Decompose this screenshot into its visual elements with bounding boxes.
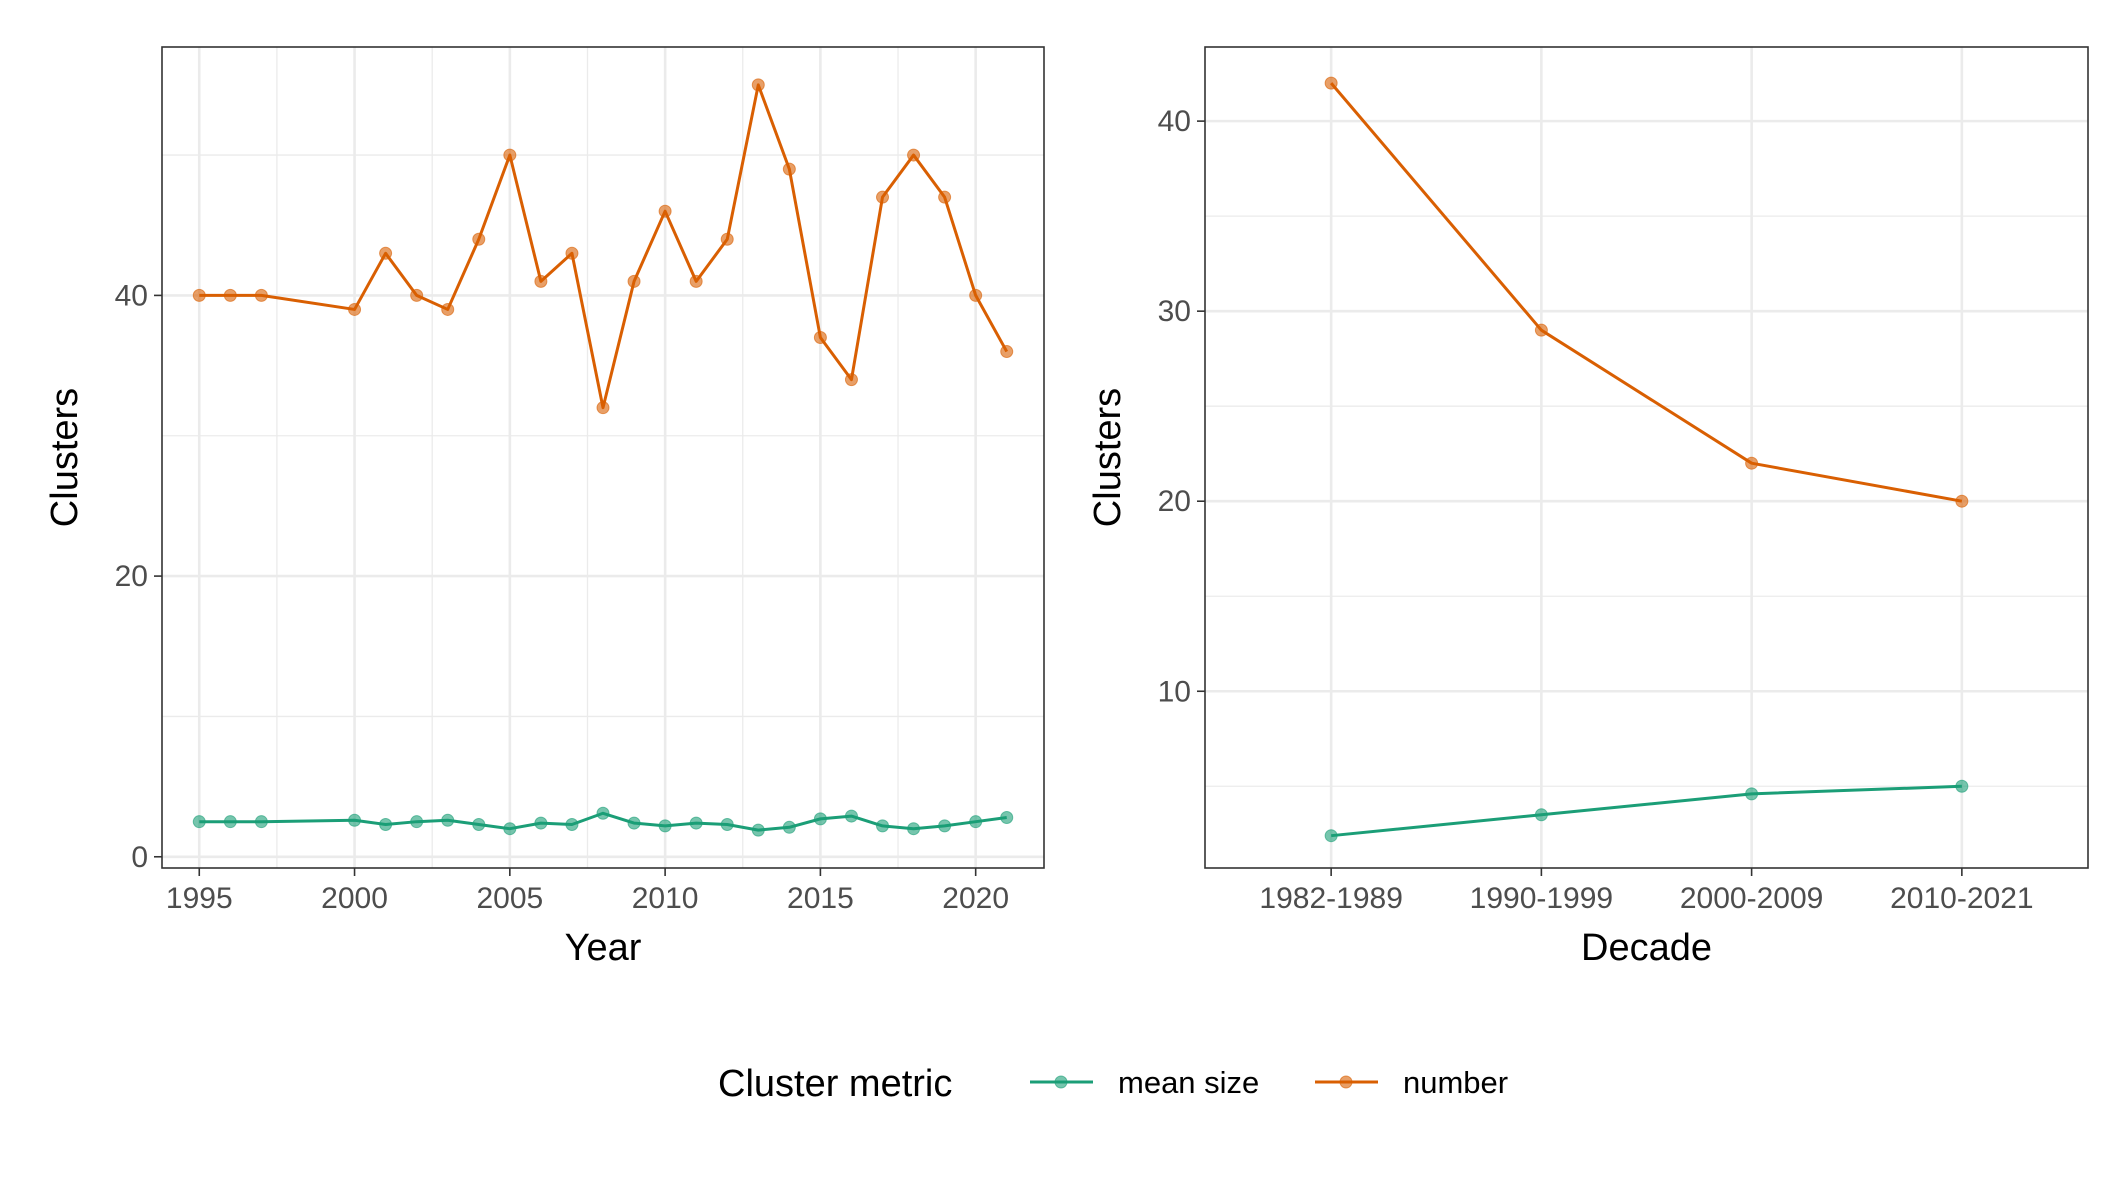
year-panel-point-mean-size [379, 817, 393, 831]
year-panel-point-number [720, 232, 734, 246]
year-panel-point-number [876, 190, 890, 204]
year-panel-point-mean-size [565, 817, 579, 831]
legend-key-number-point [1339, 1075, 1353, 1089]
decade-panel-point-number [1955, 494, 1969, 508]
legend-item-number: number [1315, 1065, 1508, 1100]
year-panel-point-number [503, 148, 517, 162]
decade-panel-y-tick-label: 20 [1158, 485, 1191, 518]
decade-panel-point-number [1745, 456, 1759, 470]
legend-item-mean-size: mean size [1030, 1065, 1259, 1100]
year-panel-point-mean-size [782, 820, 796, 834]
year-panel-point-number [441, 302, 455, 316]
year-panel-border [161, 46, 1045, 869]
year-panel-point-number [938, 190, 952, 204]
year-panel-point-mean-size [534, 816, 548, 830]
year-panel-point-number [907, 148, 921, 162]
year-panel-point-mean-size [472, 817, 486, 831]
year-panel-y-tick-label: 40 [115, 279, 148, 312]
year-panel-x-axis-title: Year [565, 927, 642, 969]
year-panel-point-number [534, 274, 548, 288]
decade-panel-y-tick-label: 30 [1158, 295, 1191, 328]
year-panel-point-number [658, 204, 672, 218]
year-panel-point-number [813, 331, 827, 345]
year-panel-point-mean-size [348, 813, 362, 827]
year-panel-point-number [565, 246, 579, 260]
year-panel-point-mean-size [751, 823, 765, 837]
year-panel-x-tick-label: 2020 [942, 882, 1009, 915]
year-panel-point-number [844, 373, 858, 387]
decade-panel-point-mean-size [1745, 787, 1759, 801]
year-panel-point-mean-size [876, 819, 890, 833]
decade-panel-point-mean-size [1534, 808, 1548, 822]
year-panel-point-mean-size [720, 817, 734, 831]
year-panel-point-number [627, 274, 641, 288]
year-panel-point-mean-size [969, 815, 983, 829]
year-panel-point-mean-size [441, 813, 455, 827]
year-panel-point-number [223, 288, 237, 302]
year-panel-point-mean-size [813, 812, 827, 826]
decade-panel-point-mean-size [1324, 829, 1338, 843]
year-panel-point-mean-size [410, 815, 424, 829]
decade-panel-point-number [1324, 76, 1338, 90]
year-panel-point-mean-size [689, 816, 703, 830]
year-panel-point-number [348, 302, 362, 316]
decade-panel-x-axis-title: Decade [1581, 927, 1712, 969]
year-panel-x-tick-label: 2015 [787, 882, 854, 915]
year-panel-background [162, 47, 1044, 868]
year-panel-y-axis-title: Clusters [44, 388, 86, 527]
year-panel-point-number [782, 162, 796, 176]
decade-panel-x-tick-label: 1990-1999 [1470, 882, 1613, 915]
decade-panel-x-tick-label: 2000-2009 [1680, 882, 1823, 915]
year-panel-point-number [254, 288, 268, 302]
year-panel-x-tick-label: 2005 [476, 882, 543, 915]
year-panel-point-mean-size [1000, 810, 1014, 824]
year-panel-point-mean-size [938, 819, 952, 833]
year-panel-x-tick-label: 2000 [321, 882, 388, 915]
decade-panel-point-mean-size [1955, 779, 1969, 793]
decade-panel-y-tick-label: 10 [1158, 675, 1191, 708]
decade-panel-x-tick-label: 2010-2021 [1890, 882, 2033, 915]
decade-panel-border [1204, 46, 2089, 869]
legend-key-mean-size-point [1054, 1075, 1068, 1089]
year-panel-point-mean-size [503, 822, 517, 836]
year-panel-point-number [1000, 345, 1014, 359]
decade-panel-line-number [1329, 82, 1963, 503]
year-panel-point-mean-size [192, 815, 206, 829]
year-panel-x-tick-label: 2010 [632, 882, 699, 915]
year-panel-point-number [969, 288, 983, 302]
year-panel-point-mean-size [907, 822, 921, 836]
decade-panel-y-axis-title: Clusters [1087, 388, 1129, 527]
year-panel-y-tick-label: 0 [131, 841, 148, 874]
decade-panel-x-tick-label: 1982-1989 [1259, 882, 1402, 915]
year-panel-point-number [410, 288, 424, 302]
year-panel: 0 20 40 1995 2000 2005 2010 2015 2020 Year Cluster… [44, 46, 1045, 969]
legend-label-mean-size: mean size [1118, 1065, 1259, 1100]
year-panel-point-number [751, 78, 765, 92]
year-panel-point-mean-size [627, 816, 641, 830]
year-panel-point-mean-size [223, 815, 237, 829]
year-panel-x-tick-label: 1995 [166, 882, 233, 915]
year-panel-point-number [596, 401, 610, 415]
decade-panel: 10 20 30 40 1982-1989 1990-1999 2000-2009 2010-… [1087, 46, 2089, 969]
year-panel-point-number [379, 246, 393, 260]
year-panel-point-number [689, 274, 703, 288]
legend-label-number: number [1403, 1065, 1508, 1100]
decade-panel-y-tick-label: 40 [1158, 105, 1191, 138]
year-panel-point-mean-size [596, 806, 610, 820]
year-panel-point-mean-size [254, 815, 268, 829]
legend-title: Cluster metric [718, 1063, 952, 1105]
year-panel-point-number [472, 232, 486, 246]
decade-panel-background [1205, 47, 2088, 868]
legend: Cluster metric mean size number [718, 1063, 1508, 1105]
decade-panel-point-number [1534, 323, 1548, 337]
year-panel-point-mean-size [844, 809, 858, 823]
year-panel-point-mean-size [658, 819, 672, 833]
year-panel-y-tick-label: 20 [115, 560, 148, 593]
year-panel-point-number [192, 288, 206, 302]
decade-panel-line-mean-size [1330, 784, 1962, 838]
